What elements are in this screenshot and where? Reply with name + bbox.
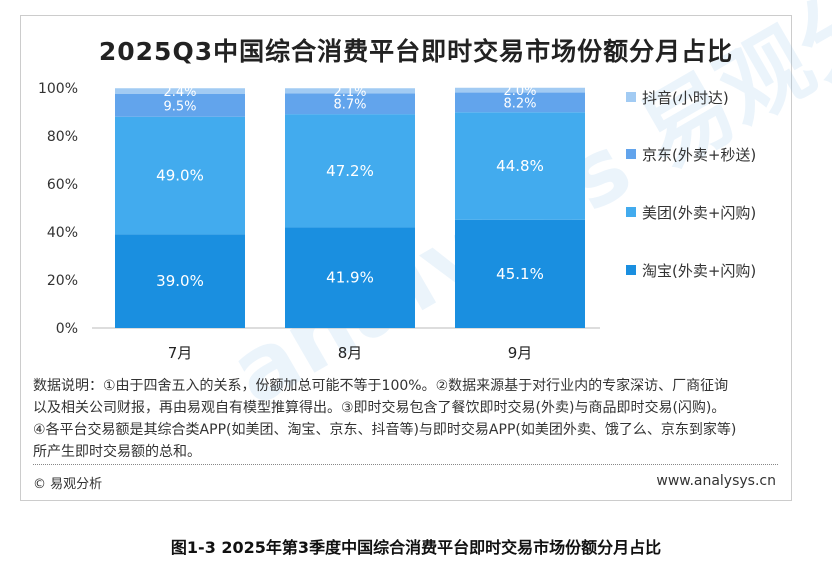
data-label: 44.8%: [496, 157, 544, 175]
legend-label: 美团(外卖+闪购): [642, 204, 756, 222]
x-tick-label: 7月: [168, 344, 193, 362]
bar-segment: [115, 94, 245, 117]
note-line: 以及相关公司财报，再由易观自有模型推算得出。③即时交易包含了餐饮即时交易(外卖)…: [33, 400, 726, 416]
y-tick-label: 80%: [47, 129, 78, 145]
bar-segment: [115, 88, 245, 94]
data-label: 49.0%: [156, 167, 204, 185]
figure-caption: 图1-3 2025年第3季度中国综合消费平台即时交易市场份额分月占比: [170, 538, 662, 557]
bar-segment: [285, 88, 415, 94]
legend-swatch: [626, 92, 636, 102]
y-tick-label: 40%: [47, 225, 78, 241]
bar-segment: [115, 116, 245, 235]
y-tick-label: 20%: [47, 273, 78, 289]
bar-segment: [285, 114, 415, 228]
bar-segment: [285, 93, 415, 115]
data-label: 9.5%: [163, 99, 196, 114]
note-line: 数据说明：①由于四舍五入的关系，份额加总可能不等于100%。②数据来源基于对行业…: [33, 378, 729, 394]
legend-swatch: [626, 265, 636, 275]
note-line: 所产生即时交易额的总和。: [33, 444, 201, 460]
legend-label: 京东(外卖+秒送): [642, 146, 756, 164]
y-tick-label: 60%: [47, 177, 78, 193]
bar-segment: [455, 219, 585, 328]
data-notes: 数据说明：①由于四舍五入的关系，份额加总可能不等于100%。②数据来源基于对行业…: [33, 375, 783, 463]
bar-segment: [455, 87, 585, 93]
x-tick-label: 9月: [508, 344, 533, 362]
copyright: © 易观分析: [33, 477, 103, 492]
data-label: 47.2%: [326, 162, 374, 180]
legend-label: 抖音(小时达): [642, 89, 729, 107]
legend-swatch: [626, 207, 636, 217]
legend-label: 淘宝(外卖+闪购): [642, 262, 756, 280]
data-label: 41.9%: [326, 269, 374, 287]
x-tick-label: 8月: [338, 344, 363, 362]
data-label: 45.1%: [496, 265, 544, 283]
stacked-bar-chart: 0% 20% 40% 60% 80% 100% 39.0% 49.0% 9.5%2.4% 7月 41…: [38, 81, 756, 362]
note-line: ④各平台交易额是其综合类APP(如美团、淘宝、京东、抖音等)与即时交易APP(如…: [33, 422, 737, 438]
data-label: 2.1%: [333, 85, 366, 100]
bar-segment: [455, 92, 585, 113]
website-link[interactable]: www.analysys.cn: [656, 473, 776, 489]
y-tick-label: 100%: [38, 81, 78, 97]
data-label: 39.0%: [156, 272, 204, 290]
data-label: 8.2%: [503, 96, 536, 111]
divider: [33, 464, 778, 465]
chart-title: 2025Q3中国综合消费平台即时交易市场份额分月占比: [98, 37, 734, 66]
data-label: 8.7%: [333, 98, 366, 113]
bar-segment: [115, 234, 245, 328]
data-label: 2.4%: [163, 85, 196, 100]
y-tick-label: 0%: [56, 321, 78, 337]
bar-segment: [285, 227, 415, 328]
bar-segment: [455, 112, 585, 220]
data-label: 2.0%: [503, 84, 536, 99]
legend-swatch: [626, 149, 636, 159]
